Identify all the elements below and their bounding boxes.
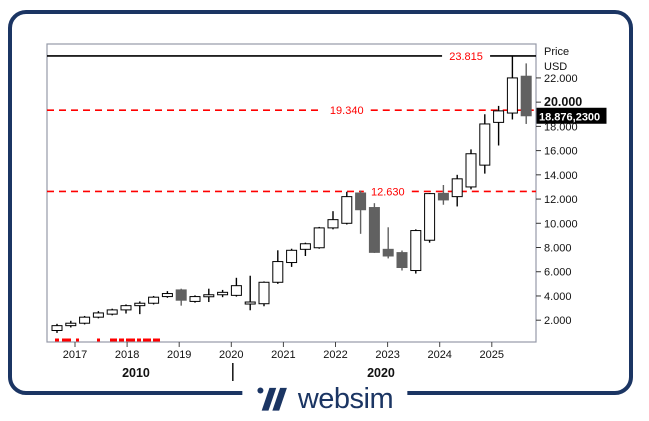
candle-up [106,309,118,315]
candle-up [134,302,146,307]
candle-up [51,325,63,331]
y-tick-label: 10.000 [544,218,578,230]
candle-up [299,243,311,250]
price-axis-unit: USD [544,61,567,73]
red-fragment [55,338,59,342]
y-tick-label: 2.000 [544,315,572,327]
y-tick-label: 4.000 [544,291,572,303]
y-tick-label: 22.000 [544,73,578,85]
candle-up [148,296,160,304]
x-tick-label: 2022 [323,349,347,361]
candle-up [217,291,229,296]
candle-down [437,192,449,201]
candle-up [258,281,270,305]
candle-up [161,293,173,298]
decade-label: 2020 [367,366,395,380]
last-price-label: 18.876,2300 [539,111,600,123]
candle-up [92,312,104,318]
plot-frame [46,43,537,343]
x-tick-label: 2020 [219,349,243,361]
candle-up [65,322,77,327]
x-tick-label: 2025 [480,349,504,361]
y-tick-label: 12.000 [544,194,578,206]
candle-up [493,110,505,123]
last-price-box [536,107,607,124]
candle-up [424,193,436,241]
websim-logo-text: websim [297,383,394,415]
red-fragment [110,338,117,342]
x-tick-label: 2024 [427,349,451,361]
candle-up [506,77,518,114]
level-label: 19.340 [330,105,364,117]
red-fragment [76,338,79,342]
y-tick-label: 16.000 [544,146,578,158]
last-price-marker: 18.876,2300 [536,107,607,124]
red-fragment [119,338,124,342]
level-lines: 23.815 19.340 12.630 [47,51,536,198]
price-axis-title: Price [544,46,569,58]
y-tick-label: 6.000 [544,267,572,279]
candle-up [479,123,491,166]
y-tick-label: 14.000 [544,170,578,182]
candle-up [189,296,201,302]
red-fragment [143,338,151,342]
candle-down [355,192,367,211]
websim-logo-icon [256,387,287,411]
chart-card [8,10,633,395]
candle-down [382,248,394,257]
candle-up [410,230,422,272]
y-tick-label: 8.000 [544,243,572,255]
candles-group [51,55,532,333]
bottom-axis: 2017 2018 2019 2020 2021 2022 2023 2024 2025 [63,342,504,361]
candle-down [175,289,187,301]
y-tick-label: 20.000 [544,95,582,109]
level-label: 23.815 [449,51,483,63]
x-tick-label: 2018 [115,349,139,361]
red-fragment [126,338,135,342]
x-tick-label: 2023 [375,349,399,361]
websim-logo: websim [241,380,408,418]
y-tick-label: 18.000 [544,121,578,133]
candle-up [465,153,477,188]
red-fragment [62,338,71,342]
decade-label: 2010 [122,366,150,380]
candle-up [120,305,132,311]
candle-up [244,301,256,305]
x-tick-label: 2021 [271,349,295,361]
red-fragment [153,338,160,342]
level-label: 12.630 [371,186,405,198]
candle-down [368,207,380,253]
candle-up [451,178,463,198]
clipped-red-label-artifact [55,338,160,342]
candle-up [313,227,325,249]
candle-up [272,261,284,283]
decade-axis: 2010 2020 [122,363,395,381]
candle-up [286,249,298,264]
candle-up [230,285,242,296]
x-tick-label: 2019 [167,349,191,361]
candle-up [341,196,353,224]
x-tick-label: 2017 [63,349,87,361]
candle-up [203,294,215,298]
candle-up [327,219,339,229]
red-fragment [137,338,141,342]
red-fragment [97,338,100,342]
candle-up [79,316,91,324]
candle-down [520,75,532,117]
candle-down [396,252,408,269]
